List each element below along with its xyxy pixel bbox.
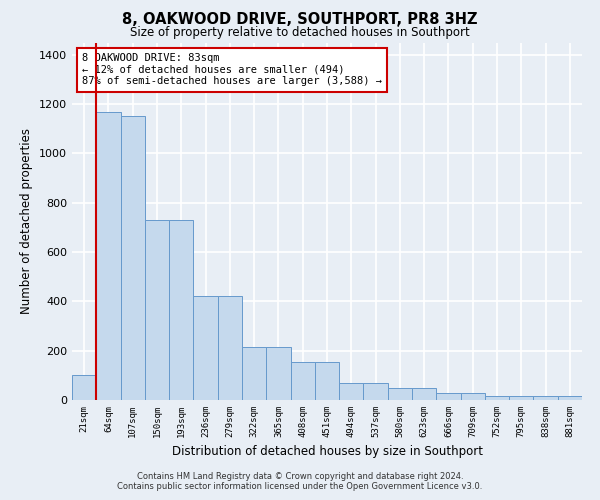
- X-axis label: Distribution of detached houses by size in Southport: Distribution of detached houses by size …: [172, 446, 482, 458]
- Y-axis label: Number of detached properties: Number of detached properties: [20, 128, 34, 314]
- Text: Size of property relative to detached houses in Southport: Size of property relative to detached ho…: [130, 26, 470, 39]
- Bar: [461, 392, 485, 400]
- Bar: [242, 347, 266, 400]
- Bar: [509, 396, 533, 400]
- Bar: [96, 112, 121, 400]
- Bar: [169, 220, 193, 400]
- Bar: [193, 296, 218, 400]
- Text: 8, OAKWOOD DRIVE, SOUTHPORT, PR8 3HZ: 8, OAKWOOD DRIVE, SOUTHPORT, PR8 3HZ: [122, 12, 478, 28]
- Bar: [533, 396, 558, 400]
- Bar: [436, 392, 461, 400]
- Bar: [412, 388, 436, 400]
- Bar: [145, 220, 169, 400]
- Bar: [121, 116, 145, 400]
- Bar: [290, 362, 315, 400]
- Bar: [218, 296, 242, 400]
- Bar: [485, 396, 509, 400]
- Bar: [72, 376, 96, 400]
- Bar: [388, 388, 412, 400]
- Bar: [266, 347, 290, 400]
- Bar: [558, 396, 582, 400]
- Bar: [364, 382, 388, 400]
- Bar: [315, 362, 339, 400]
- Text: Contains HM Land Registry data © Crown copyright and database right 2024.
Contai: Contains HM Land Registry data © Crown c…: [118, 472, 482, 491]
- Text: 8 OAKWOOD DRIVE: 83sqm
← 12% of detached houses are smaller (494)
87% of semi-de: 8 OAKWOOD DRIVE: 83sqm ← 12% of detached…: [82, 53, 382, 86]
- Bar: [339, 382, 364, 400]
